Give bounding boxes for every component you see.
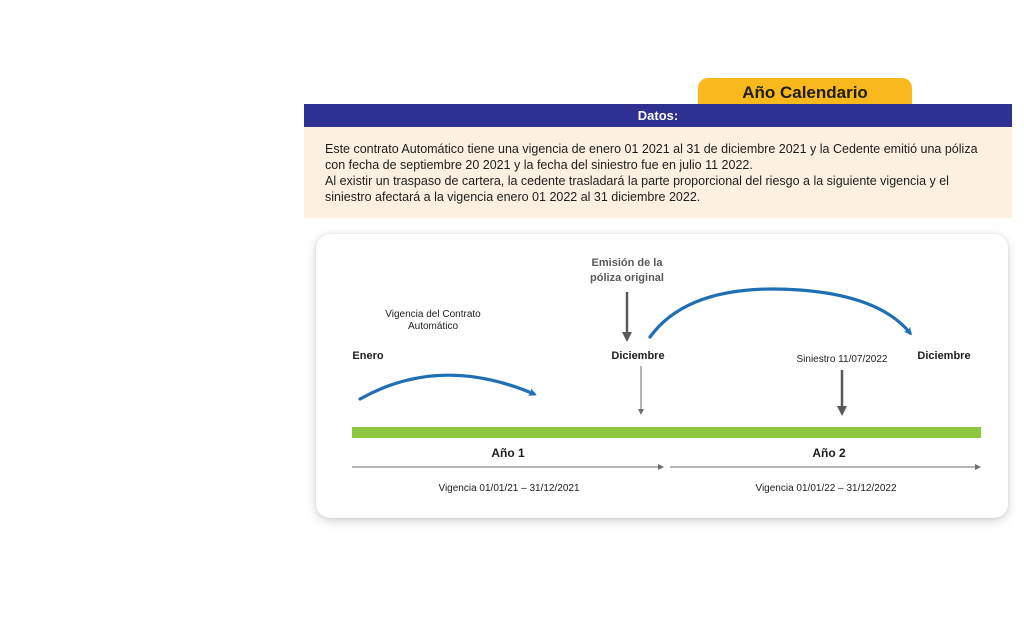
calendar-year-tab-label: Año Calendario <box>742 83 868 102</box>
mid-month-label: Diciembre <box>611 350 664 362</box>
policy-emission-label-2: póliza original <box>590 272 664 284</box>
claim-date-label: Siniestro 11/07/2022 <box>797 354 888 365</box>
timeline-bar <box>352 427 981 438</box>
portfolio-transfer-curve-arrow <box>648 287 912 339</box>
contract-validity-label-2: Automático <box>408 321 458 332</box>
contract-curve-arrow <box>358 373 537 401</box>
datos-header-title: Datos: <box>637 108 679 123</box>
start-month-label: Enero <box>352 350 383 362</box>
period-2-label: Vigencia 01/01/22 – 31/12/2022 <box>755 483 896 494</box>
datos-panel: Este contrato Automático tiene una vigen… <box>304 127 1012 218</box>
year-1-label: Año 1 <box>491 446 525 460</box>
policy-emission-label-1: Emisión de la <box>592 257 664 269</box>
contract-validity-label-1: Vigencia del Contrato <box>385 309 481 320</box>
datos-header: Datos: <box>304 104 1012 127</box>
period-1-label: Vigencia 01/01/21 – 31/12/2021 <box>438 483 579 494</box>
end-month-label: Diciembre <box>917 350 970 362</box>
datos-paragraph-2: Al existir un traspaso de cartera, la ce… <box>325 174 949 204</box>
datos-paragraph-1: Este contrato Automático tiene una vigen… <box>325 142 978 172</box>
year-2-label: Año 2 <box>812 446 846 460</box>
calendar-year-tab: Año Calendario <box>698 78 912 104</box>
